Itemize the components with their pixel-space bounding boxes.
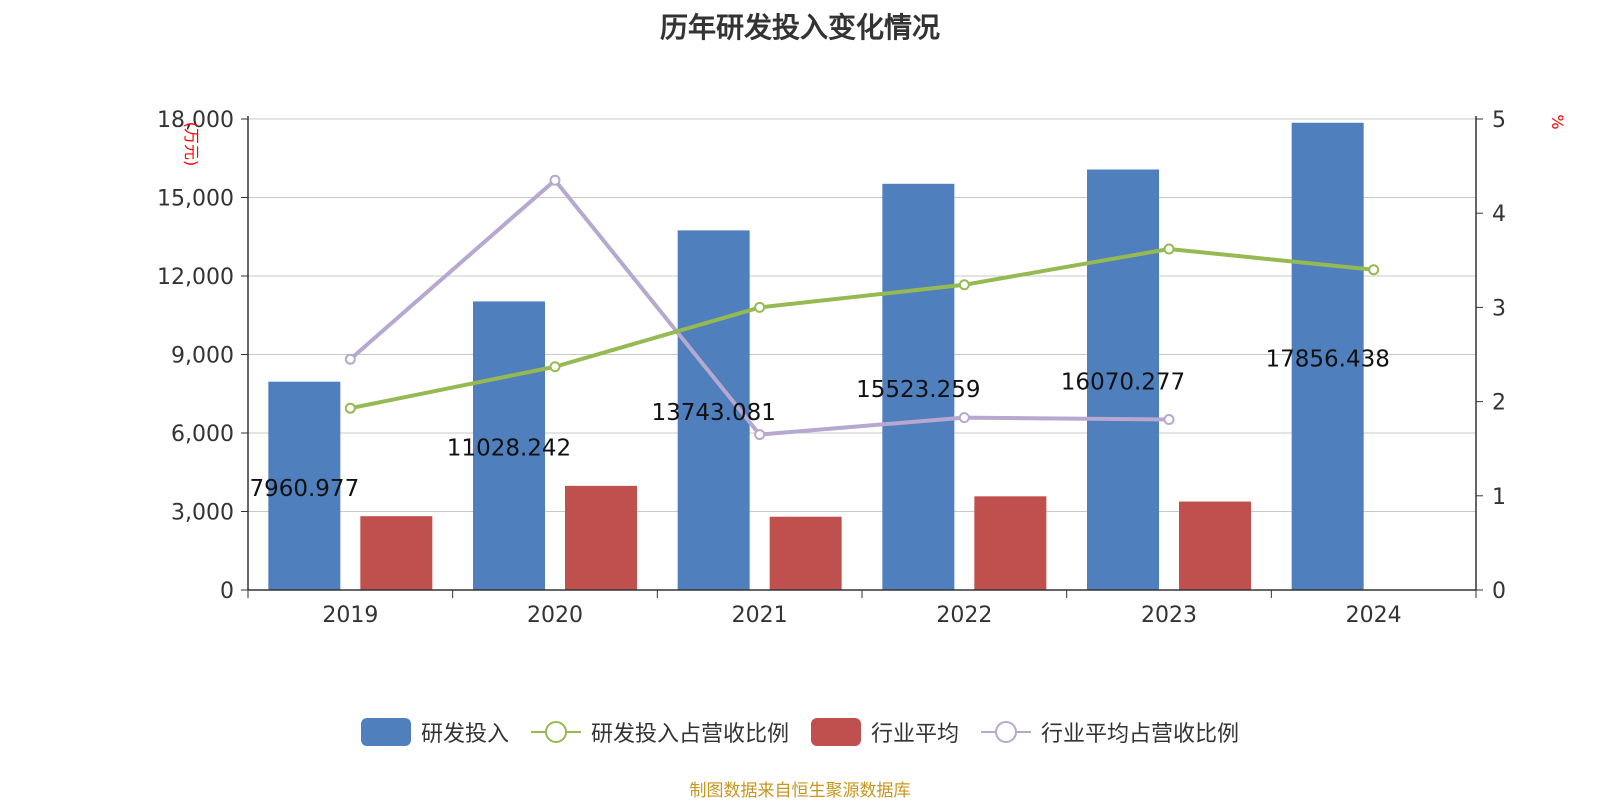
rd-ratio-line	[349, 246, 1374, 411]
industry-ratio-point	[549, 174, 561, 186]
rd-ratio-point	[1368, 264, 1380, 276]
y-right-tick-label: 3	[1492, 296, 1506, 321]
legend-item-rd[interactable]: 研发投入	[360, 716, 509, 748]
x-tick-label: 2023	[1141, 603, 1197, 628]
y-left-tick-label: 15,000	[157, 187, 234, 212]
bar-rd-data-label: 17856.438	[1265, 346, 1389, 372]
bar-rd-data-label: 7960.977	[249, 476, 359, 502]
y-left-tick-label: 9,000	[171, 344, 234, 369]
chart-title: 历年研发投入变化情况	[659, 11, 940, 44]
bar-industry	[565, 485, 637, 590]
y-right-tick-label: 5	[1492, 108, 1506, 133]
legend-item-industry[interactable]: 行业平均	[811, 716, 959, 748]
y-left-tick-label: 0	[220, 579, 234, 604]
y-right-axis-label: %	[1548, 114, 1567, 129]
y-left-axis-label: (万元)	[182, 122, 201, 167]
industry-ratio-point	[754, 429, 766, 441]
legend-label-industry-ratio: 行业平均占营收比例	[1041, 722, 1240, 747]
legend-swatch-industry	[811, 718, 861, 746]
bar-rd	[473, 301, 545, 590]
legend-swatch-rd-ratio	[530, 721, 581, 743]
chart-legend: 研发投入 研发投入占营收比例 行业平均 行业平均占营收比例	[0, 716, 1600, 748]
bar-rd-data-label: 15523.259	[856, 377, 980, 403]
legend-label-rd: 研发投入	[420, 722, 509, 747]
bar-rd	[1291, 122, 1364, 591]
y-right-tick-label: 0	[1492, 579, 1506, 604]
industry-ratio-point	[344, 353, 356, 365]
bar-rd	[882, 183, 955, 591]
rd-ratio-point	[1163, 243, 1175, 255]
y-left-tick-label: 18,000	[157, 108, 234, 133]
legend-swatch-rd	[360, 718, 411, 746]
legend-label-rd-ratio: 研发投入占营收比例	[590, 722, 789, 747]
x-tick-label: 2020	[527, 603, 583, 628]
bar-industry	[769, 516, 842, 590]
rd-ratio-point	[958, 279, 970, 291]
y-left-tick-label: 12,000	[157, 265, 234, 290]
x-tick-label: 2021	[732, 603, 788, 628]
bar-rd-data-label: 13743.081	[651, 400, 775, 426]
y-left-tick-label: 3,000	[171, 501, 234, 526]
bar-rd-data-label: 16070.277	[1061, 370, 1185, 396]
bar-industry	[360, 516, 433, 590]
rd-ratio-point	[344, 402, 356, 414]
x-tick-label: 2024	[1346, 603, 1402, 628]
rd-ratio-point	[754, 301, 766, 313]
bar-industry	[974, 496, 1047, 590]
x-tick-label: 2022	[936, 603, 992, 628]
bar-rd	[268, 381, 341, 590]
legend-swatch-industry-ratio	[981, 721, 1032, 743]
legend-item-industry-ratio[interactable]: 行业平均占营收比例	[981, 716, 1239, 748]
x-tick-label: 2019	[322, 603, 378, 628]
industry-ratio-point	[1163, 413, 1175, 425]
industry-ratio-point	[958, 412, 970, 424]
y-right-tick-label: 4	[1492, 202, 1506, 227]
bar-rd-data-label: 11028.242	[447, 436, 571, 462]
legend-item-rd-ratio[interactable]: 研发投入占营收比例	[530, 716, 789, 748]
source-note: 制图数据来自恒生聚源数据库	[689, 781, 911, 801]
y-left-tick-label: 6,000	[171, 422, 234, 447]
bar-rd	[1087, 169, 1159, 590]
bar-industry	[1179, 501, 1251, 590]
rd-ratio-point	[549, 361, 561, 373]
legend-label-industry: 行业平均	[871, 722, 960, 747]
y-right-tick-label: 1	[1492, 485, 1506, 510]
y-right-tick-label: 2	[1492, 391, 1506, 416]
